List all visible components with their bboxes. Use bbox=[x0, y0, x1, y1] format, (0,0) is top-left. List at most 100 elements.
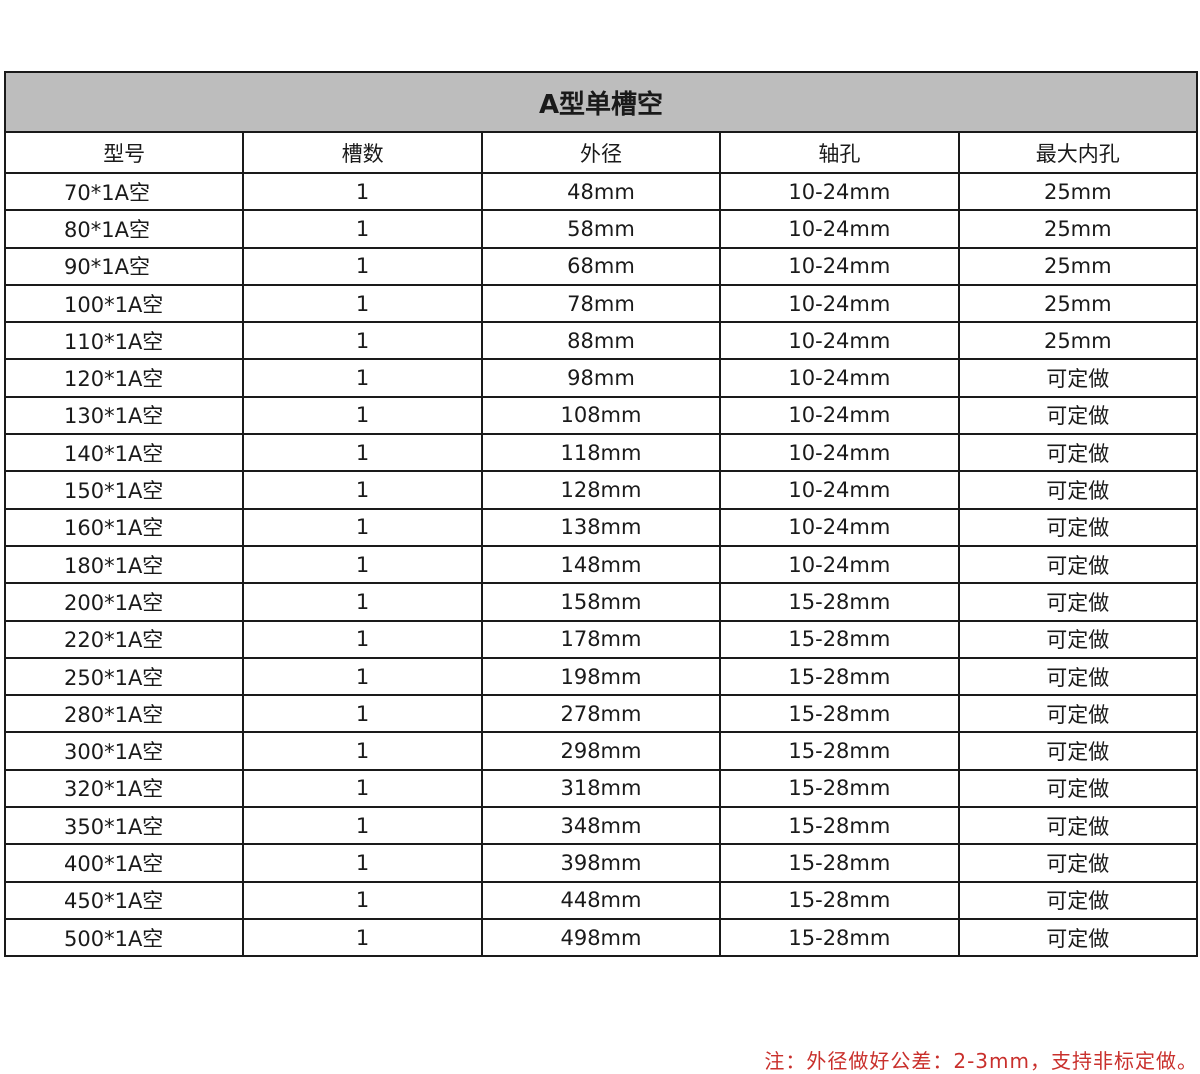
table-cell: 1 bbox=[242, 656, 483, 697]
table-cell: 100*1A空 bbox=[3, 283, 245, 324]
table-row: 320*1A空 1 318mm 15-28mm 可定做 bbox=[3, 768, 1199, 809]
table-cell: 10-24mm bbox=[719, 470, 960, 510]
table-cell: 178mm bbox=[480, 619, 722, 659]
table-row: 120*1A空 1 98mm 10-24mm 可定做 bbox=[3, 358, 1199, 398]
table-cell: 1 bbox=[242, 246, 483, 286]
table-cell: 98mm bbox=[480, 358, 722, 398]
table-cell: 可定做 bbox=[957, 843, 1199, 883]
table-cell: 1 bbox=[242, 395, 483, 436]
table-cell: 10-24mm bbox=[719, 246, 960, 286]
table-cell: 15-28mm bbox=[719, 768, 960, 809]
table-cell: 10-24mm bbox=[719, 395, 960, 436]
table-cell: 348mm bbox=[480, 806, 722, 846]
table-row: 280*1A空 1 278mm 15-28mm 可定做 bbox=[3, 694, 1199, 734]
table-cell: 15-28mm bbox=[719, 880, 960, 920]
table-cell: 15-28mm bbox=[719, 582, 960, 622]
table-row: 140*1A空 1 118mm 10-24mm 可定做 bbox=[3, 433, 1199, 473]
table-cell: 25mm bbox=[957, 321, 1199, 361]
table-row: 400*1A空 1 398mm 15-28mm 可定做 bbox=[3, 843, 1199, 883]
table-cell: 15-28mm bbox=[719, 731, 960, 771]
table-row: 110*1A空 1 88mm 10-24mm 25mm bbox=[3, 321, 1199, 361]
table-cell: 200*1A空 bbox=[3, 582, 245, 622]
table-cell: 150*1A空 bbox=[3, 470, 245, 510]
table-cell: 108mm bbox=[480, 395, 722, 436]
table-cell: 10-24mm bbox=[719, 283, 960, 324]
table-cell: 198mm bbox=[480, 656, 722, 697]
table-cell: 可定做 bbox=[957, 694, 1199, 734]
table-cell: 118mm bbox=[480, 433, 722, 473]
table-cell: 15-28mm bbox=[719, 806, 960, 846]
table-row: 250*1A空 1 198mm 15-28mm 可定做 bbox=[3, 656, 1199, 697]
column-header: 轴孔 bbox=[719, 131, 960, 174]
table-cell: 可定做 bbox=[957, 582, 1199, 622]
column-header: 型号 bbox=[3, 131, 245, 174]
table-cell: 10-24mm bbox=[719, 544, 960, 585]
table-cell: 1 bbox=[242, 321, 483, 361]
table-cell: 1 bbox=[242, 507, 483, 547]
table-row: 180*1A空 1 148mm 10-24mm 可定做 bbox=[3, 544, 1199, 585]
table-cell: 10-24mm bbox=[719, 507, 960, 547]
table-cell: 15-28mm bbox=[719, 843, 960, 883]
column-header: 最大内孔 bbox=[957, 131, 1199, 174]
table-row: 160*1A空 1 138mm 10-24mm 可定做 bbox=[3, 507, 1199, 547]
table-cell: 400*1A空 bbox=[3, 843, 245, 883]
table-cell: 148mm bbox=[480, 544, 722, 585]
table-cell: 90*1A空 bbox=[3, 246, 245, 286]
table-cell: 1 bbox=[242, 582, 483, 622]
spec-table: A型单槽空 型号 槽数 外径 轴孔 最大内孔 70*1A空 1 48mm 10-24m… bbox=[3, 71, 1199, 958]
table-cell: 80*1A空 bbox=[3, 209, 245, 249]
footnote: 注：外径做好公差：2-3mm，支持非标定做。 bbox=[764, 1049, 1198, 1073]
table-cell: 可定做 bbox=[957, 395, 1199, 436]
table-row: 450*1A空 1 448mm 15-28mm 可定做 bbox=[3, 880, 1199, 920]
table-cell: 300*1A空 bbox=[3, 731, 245, 771]
table-cell: 25mm bbox=[957, 246, 1199, 286]
table-cell: 1 bbox=[242, 843, 483, 883]
table-row: 300*1A空 1 298mm 15-28mm 可定做 bbox=[3, 731, 1199, 771]
table-cell: 320*1A空 bbox=[3, 768, 245, 809]
table-cell: 1 bbox=[242, 283, 483, 324]
header-row: 型号 槽数 外径 轴孔 最大内孔 bbox=[3, 131, 1199, 174]
table-row: 100*1A空 1 78mm 10-24mm 25mm bbox=[3, 283, 1199, 324]
table-cell: 160*1A空 bbox=[3, 507, 245, 547]
table-cell: 68mm bbox=[480, 246, 722, 286]
table-cell: 1 bbox=[242, 694, 483, 734]
table-cell: 可定做 bbox=[957, 619, 1199, 659]
table-cell: 500*1A空 bbox=[3, 917, 245, 958]
column-header: 槽数 bbox=[242, 131, 483, 174]
table-cell: 250*1A空 bbox=[3, 656, 245, 697]
table-cell: 15-28mm bbox=[719, 694, 960, 734]
table-cell: 10-24mm bbox=[719, 321, 960, 361]
table-cell: 350*1A空 bbox=[3, 806, 245, 846]
table-cell: 可定做 bbox=[957, 656, 1199, 697]
table-cell: 25mm bbox=[957, 171, 1199, 212]
table-row: 80*1A空 1 58mm 10-24mm 25mm bbox=[3, 209, 1199, 249]
table-cell: 可定做 bbox=[957, 433, 1199, 473]
table-cell: 10-24mm bbox=[719, 358, 960, 398]
table-cell: 15-28mm bbox=[719, 619, 960, 659]
table-cell: 448mm bbox=[480, 880, 722, 920]
table-cell: 10-24mm bbox=[719, 433, 960, 473]
table-cell: 140*1A空 bbox=[3, 433, 245, 473]
table-title: A型单槽空 bbox=[4, 71, 1198, 133]
table-cell: 180*1A空 bbox=[3, 544, 245, 585]
table-cell: 可定做 bbox=[957, 731, 1199, 771]
table-cell: 1 bbox=[242, 171, 483, 212]
table-cell: 10-24mm bbox=[719, 171, 960, 212]
table-row: 90*1A空 1 68mm 10-24mm 25mm bbox=[3, 246, 1199, 286]
table-cell: 1 bbox=[242, 470, 483, 510]
table-cell: 可定做 bbox=[957, 806, 1199, 846]
table-cell: 158mm bbox=[480, 582, 722, 622]
title-row: A型单槽空 bbox=[4, 71, 1198, 133]
table-cell: 可定做 bbox=[957, 470, 1199, 510]
table-cell: 1 bbox=[242, 358, 483, 398]
table-row: 350*1A空 1 348mm 15-28mm 可定做 bbox=[3, 806, 1199, 846]
table-cell: 128mm bbox=[480, 470, 722, 510]
table-cell: 1 bbox=[242, 880, 483, 920]
table-cell: 280*1A空 bbox=[3, 694, 245, 734]
table-cell: 138mm bbox=[480, 507, 722, 547]
table-cell: 318mm bbox=[480, 768, 722, 809]
table-row: 500*1A空 1 498mm 15-28mm 可定做 bbox=[3, 917, 1199, 958]
table-cell: 可定做 bbox=[957, 917, 1199, 958]
table-cell: 298mm bbox=[480, 731, 722, 771]
table-row: 130*1A空 1 108mm 10-24mm 可定做 bbox=[3, 395, 1199, 436]
